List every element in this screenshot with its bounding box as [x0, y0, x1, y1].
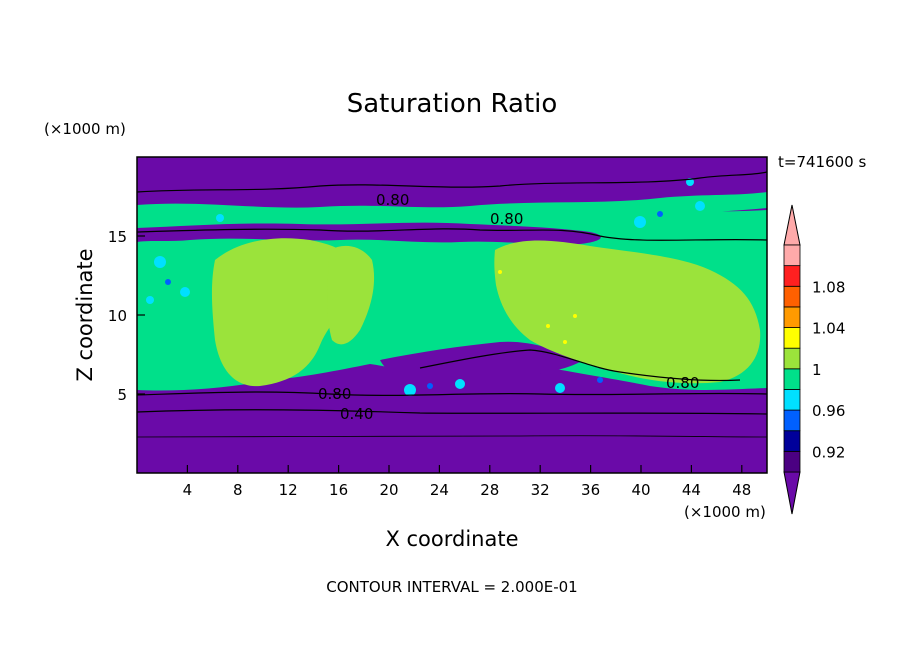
field-speckles-warm — [498, 270, 577, 344]
speckle — [657, 211, 663, 217]
contour-line — [136, 435, 768, 438]
colorbar-swatch — [783, 285, 801, 308]
speckle — [634, 216, 646, 228]
contour-interval-footer: CONTOUR INTERVAL = 2.000E-01 — [326, 578, 577, 596]
colorbar-swatch — [783, 327, 801, 349]
contour-line — [136, 391, 768, 397]
speckle — [563, 340, 567, 344]
x-tick-label: 48 — [732, 481, 751, 499]
colorbar-swatch — [783, 368, 801, 390]
patch-left-lightgreen — [211, 238, 360, 387]
x-tick-label: 16 — [329, 481, 348, 499]
y-axis: 5 10 15 — [108, 228, 145, 404]
dry-intrusion-middle — [380, 341, 580, 379]
x-tick-label: 24 — [430, 481, 449, 499]
speckle — [498, 270, 502, 274]
contour-lines — [136, 171, 768, 438]
contour-label: 0.80 — [318, 385, 351, 403]
contour-label-group: 0.80 0.80 0.80 0.40 0.80 — [318, 191, 699, 423]
speckle — [154, 256, 166, 268]
colorbar-over-arrow — [783, 204, 801, 246]
colorbar-swatch — [783, 409, 801, 432]
colorbar-swatch — [783, 265, 801, 287]
colorbar-label: 0.92 — [812, 443, 845, 461]
speckle — [404, 384, 416, 396]
x-tick-label: 12 — [279, 481, 298, 499]
speckle — [180, 287, 190, 297]
x-unit-label: (×1000 m) — [684, 503, 766, 521]
contour-label: 0.80 — [376, 191, 409, 209]
colorbar-swatch — [783, 244, 801, 267]
speckle — [597, 377, 603, 383]
x-tick-label: 28 — [480, 481, 499, 499]
speckle — [555, 383, 565, 393]
colorbar-label: 1.08 — [812, 278, 845, 296]
plot-area: 0.80 0.80 0.80 0.40 0.80 — [136, 156, 768, 474]
speckle — [165, 279, 171, 285]
speckle — [546, 324, 550, 328]
speckle — [573, 314, 577, 318]
speckle — [686, 178, 694, 186]
x-tick-label: 4 — [183, 481, 193, 499]
x-tick-label: 40 — [631, 481, 650, 499]
patch-center-lightgreen — [327, 245, 375, 345]
contour-line — [136, 171, 768, 193]
x-axis-label: X coordinate — [385, 527, 518, 551]
field-speckles-blue — [165, 211, 663, 389]
contour-line — [136, 409, 768, 415]
contour-label: 0.80 — [490, 210, 523, 228]
contour-line — [419, 349, 741, 382]
chart-title: Saturation Ratio — [347, 89, 558, 119]
colorbar: 0.92 0.96 1 1.04 1.08 — [783, 204, 845, 515]
speckle — [146, 296, 154, 304]
y-tick-label: 15 — [108, 228, 127, 246]
speckle — [216, 214, 224, 222]
x-tick-label: 44 — [682, 481, 701, 499]
colorbar-swatch — [783, 347, 801, 370]
time-label: t=741600 s — [778, 153, 866, 171]
contour-label: 0.40 — [340, 405, 373, 423]
colorbar-label: 1.04 — [812, 320, 845, 338]
y-axis-label: Z coordinate — [73, 248, 97, 381]
colorbar-swatch — [783, 450, 801, 473]
x-tick-label: 36 — [581, 481, 600, 499]
patch-right-lightgreen — [494, 240, 761, 384]
z-unit-label: (×1000 m) — [44, 120, 126, 138]
field-layers — [137, 157, 767, 473]
speckle — [427, 383, 433, 389]
colorbar-label: 1 — [812, 361, 822, 379]
contour-label: 0.80 — [666, 374, 699, 392]
contour-line — [136, 228, 768, 241]
colorbar-under-arrow — [783, 471, 801, 515]
colorbar-swatch — [783, 389, 801, 411]
x-axis: 4 8 12 16 20 24 28 32 36 40 44 48 — [183, 465, 751, 499]
y-tick-label: 5 — [117, 386, 127, 404]
x-tick-label: 8 — [233, 481, 243, 499]
speckle — [695, 201, 705, 211]
dry-intrusion-upper — [137, 222, 601, 245]
colorbar-label: 0.96 — [812, 402, 845, 420]
x-tick-label: 20 — [379, 481, 398, 499]
field-speckles — [146, 178, 705, 396]
x-tick-label: 32 — [531, 481, 550, 499]
y-tick-label: 10 — [108, 307, 127, 325]
colorbar-swatch — [783, 430, 801, 452]
colorbar-swatch — [783, 306, 801, 328]
speckle — [455, 379, 465, 389]
cloud-band-upper — [137, 192, 767, 230]
